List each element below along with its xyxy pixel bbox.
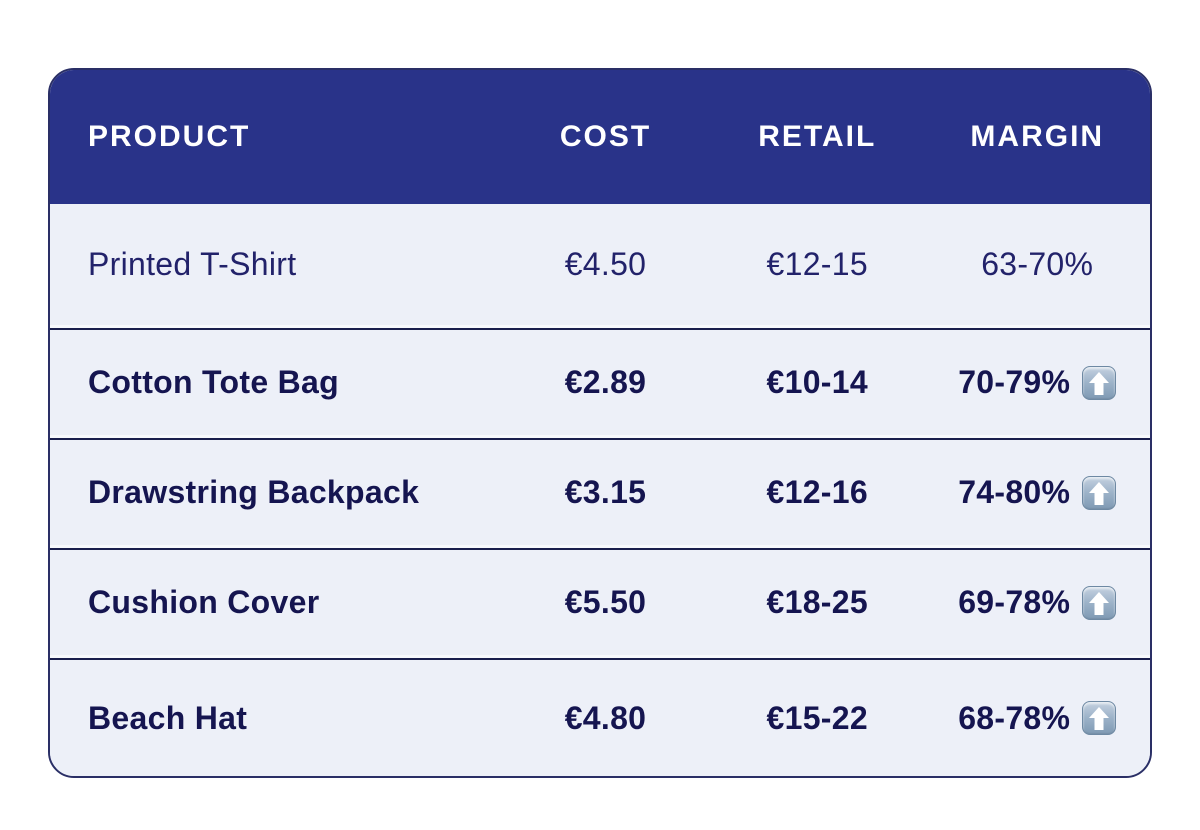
column-header-cost: COST <box>559 120 652 153</box>
column-header-product: PRODUCT <box>88 120 251 153</box>
up-arrow-button-icon <box>1082 701 1117 735</box>
margin-value: 69-78% <box>958 584 1071 620</box>
cost-cell: €3.15 <box>564 474 647 510</box>
margin-value: 74-80% <box>958 474 1071 510</box>
margin-cell: 68-78% <box>925 700 1151 737</box>
retail-cell: €12-15 <box>766 246 868 282</box>
up-arrow-button-icon <box>1082 585 1117 620</box>
retail-cell: €18-25 <box>766 584 868 620</box>
product-cell: Printed T-Shirt <box>88 246 297 282</box>
table-row: Cushion Cover €5.50 €18-25 69-78% <box>50 550 1150 655</box>
retail-cell: €12-16 <box>766 474 868 510</box>
table-row: Printed T-Shirt €4.50 €12-15 63-70% <box>50 204 1150 325</box>
column-header-margin: MARGIN <box>970 120 1105 153</box>
table-row: Drawstring Backpack €3.15 €12-16 74-80% <box>50 440 1150 545</box>
margin-cell: 74-80% <box>925 474 1151 511</box>
row-divider <box>50 325 1150 330</box>
cost-cell: €5.50 <box>564 584 647 620</box>
pricing-table-card: PRODUCT COST RETAIL MARGIN Printed T-Shi… <box>48 68 1152 778</box>
row-divider <box>50 655 1150 660</box>
row-divider <box>50 435 1150 440</box>
margin-value: 70-79% <box>958 364 1071 400</box>
table-row: Beach Hat €4.80 €15-22 68-78% <box>50 660 1150 776</box>
table-header-row: PRODUCT COST RETAIL MARGIN <box>50 70 1150 204</box>
retail-cell: €10-14 <box>766 364 868 400</box>
margin-cell: 70-79% <box>925 364 1151 401</box>
cost-cell: €4.50 <box>564 246 647 282</box>
product-cell: Beach Hat <box>88 699 248 736</box>
margin-cell: 63-70% <box>925 246 1151 283</box>
cost-cell: €2.89 <box>564 364 647 400</box>
margin-value: 68-78% <box>958 699 1071 736</box>
product-cell: Cushion Cover <box>88 584 320 620</box>
margin-cell: 69-78% <box>925 584 1151 621</box>
up-arrow-button-icon <box>1082 475 1117 510</box>
column-header-retail: RETAIL <box>758 120 877 153</box>
table-row: Cotton Tote Bag €2.89 €10-14 70-79% <box>50 330 1150 435</box>
cost-cell: €4.80 <box>564 699 647 736</box>
margin-value: 63-70% <box>981 246 1094 282</box>
product-cell: Drawstring Backpack <box>88 474 420 510</box>
retail-cell: €15-22 <box>766 699 868 736</box>
row-divider <box>50 545 1150 550</box>
up-arrow-button-icon <box>1082 365 1117 400</box>
product-cell: Cotton Tote Bag <box>88 364 339 400</box>
